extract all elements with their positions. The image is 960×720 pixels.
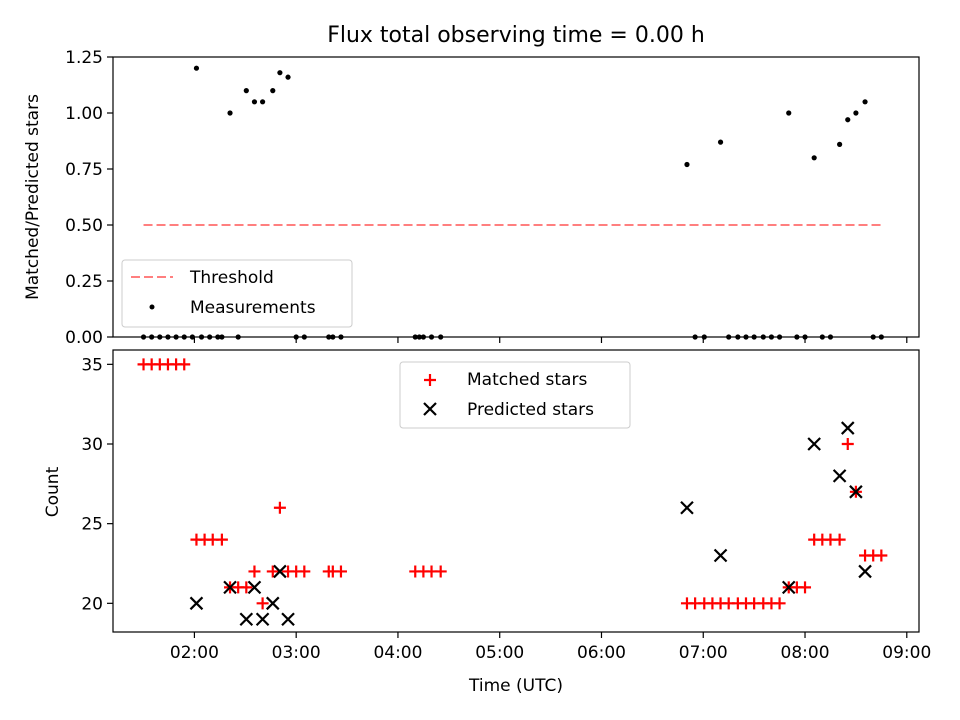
- measurement-point: [277, 70, 283, 76]
- measurement-point: [251, 99, 258, 105]
- matched-star-point: [273, 501, 286, 514]
- y-tick-label: 30: [81, 435, 103, 455]
- measurement-point: [193, 65, 200, 71]
- matched-star-point: [215, 533, 228, 546]
- matched-star-point: [298, 565, 311, 578]
- predicted-star-point: [807, 437, 821, 451]
- matched-star-point: [240, 581, 253, 594]
- x-tick-label: 07:00: [679, 643, 728, 663]
- bottom-legend-box: [399, 361, 631, 429]
- x-tick-label: 09:00: [882, 643, 931, 663]
- matched-star-point: [248, 565, 261, 578]
- x-tick-label: 02:00: [170, 643, 219, 663]
- predicted-star-point: [281, 612, 295, 627]
- predicted-star-point: [858, 564, 872, 579]
- predicted-star-point: [265, 596, 280, 611]
- y-tick-label: 0.50: [65, 216, 103, 236]
- legend-matched-swatch: [424, 374, 436, 386]
- x-tick-label: 08:00: [781, 643, 830, 663]
- predicted-star-point: [255, 612, 270, 627]
- matched-star-point: [799, 581, 812, 594]
- measurement-point: [845, 117, 851, 123]
- predicted-star-point: [840, 421, 855, 435]
- bottom-y-axis-label: Count: [43, 466, 63, 517]
- legend-threshold-label: Threshold: [189, 268, 274, 288]
- predicted-star-point: [781, 580, 796, 595]
- measurement-point: [837, 141, 843, 147]
- bottom-axes-frame: [112, 349, 920, 633]
- x-tick-label: 03:00: [272, 643, 321, 663]
- measurement-point: [811, 155, 817, 161]
- y-tick-label: 20: [81, 594, 103, 614]
- legend-matched-label: Matched stars: [467, 370, 587, 390]
- top-axes-content: 0.00 0.25 0.50 0.75 1.00 1.25: [65, 48, 908, 348]
- y-tick-label: 1.00: [65, 104, 103, 124]
- matched-star-point: [434, 565, 447, 578]
- chart-title: Flux total observing time = 0.00 h: [327, 23, 705, 48]
- predicted-star-point: [680, 500, 694, 515]
- measurement-point: [259, 99, 266, 105]
- x-tick-label: 05:00: [475, 643, 524, 663]
- measurement-point: [717, 139, 724, 145]
- legend-measurements-label: Measurements: [190, 298, 316, 318]
- predicted-star-point: [239, 612, 254, 627]
- bottom-legend: Matched stars Predicted stars: [399, 361, 631, 429]
- matched-star-point: [266, 565, 279, 578]
- x-tick-label: 04:00: [373, 643, 422, 663]
- top-axes-frame: [112, 56, 920, 338]
- x-tick-label: 06:00: [577, 643, 626, 663]
- y-tick-label: 35: [81, 355, 103, 375]
- matched-star-point: [256, 597, 269, 610]
- predicted-star-point: [273, 564, 287, 579]
- predicted-star-point: [713, 548, 728, 563]
- measurement-point: [270, 88, 276, 94]
- legend-measurements-swatch: [149, 304, 155, 310]
- ratio-panel: Flux total observing time = 0.00 h Match…: [23, 23, 920, 348]
- measurement-point: [243, 88, 249, 94]
- predicted-star-point: [247, 580, 262, 595]
- matched-star-point: [178, 358, 191, 371]
- matched-star-point: [875, 549, 888, 562]
- bottom-axes-content: 20 25 30 35 02:00 03:00 04:00 05:00 06:00 07:00 08…: [81, 355, 931, 663]
- y-tick-label: 1.25: [65, 48, 103, 68]
- measurement-point: [853, 110, 859, 116]
- count-panel: Count Time (UTC) 20 25 30 35 02:00 03:00 04:00…: [43, 349, 931, 696]
- legend-predicted-label: Predicted stars: [467, 400, 594, 420]
- top-legend: Threshold Measurements: [121, 259, 353, 328]
- legend-predicted-swatch: [423, 402, 437, 416]
- y-tick-label: 0.75: [65, 160, 103, 180]
- matched-star-point: [334, 565, 347, 578]
- predicted-star-point: [849, 485, 863, 499]
- matched-star-point: [841, 438, 854, 450]
- matched-star-point: [833, 533, 846, 546]
- y-tick-label: 25: [81, 515, 103, 535]
- x-axis-label: Time (UTC): [468, 676, 563, 696]
- predicted-star-point: [832, 469, 847, 483]
- measurement-point: [285, 74, 291, 80]
- top-legend-box: [121, 259, 353, 328]
- predicted-star-point: [223, 580, 237, 595]
- measurement-point: [786, 110, 792, 116]
- predicted-star-point: [189, 596, 204, 611]
- matched-star-point: [773, 597, 786, 610]
- measurement-point: [227, 110, 233, 116]
- measurement-point: [684, 161, 690, 168]
- top-y-axis-label: Matched/Predicted stars: [23, 94, 43, 300]
- y-tick-label: 0.25: [65, 272, 103, 292]
- measurement-point: [862, 99, 868, 105]
- y-tick-label: 0.00: [65, 328, 103, 348]
